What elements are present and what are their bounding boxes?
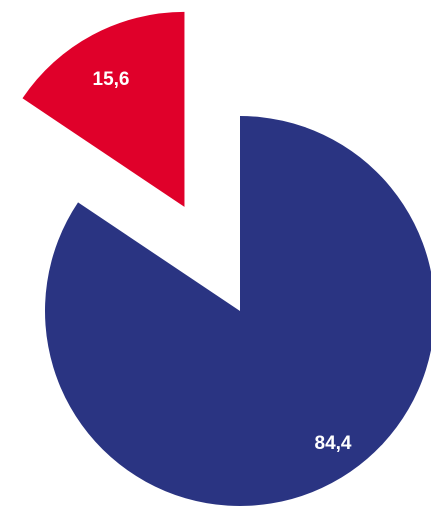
pie-slice-1-label: 84,4 <box>315 433 352 454</box>
pie-slice-1 <box>45 116 431 506</box>
pie-slices <box>22 11 431 506</box>
pie-labels: 84,4 15,6 <box>93 69 352 454</box>
pie-slice-2-label: 15,6 <box>93 69 130 90</box>
pie-slice-2 <box>22 11 185 207</box>
